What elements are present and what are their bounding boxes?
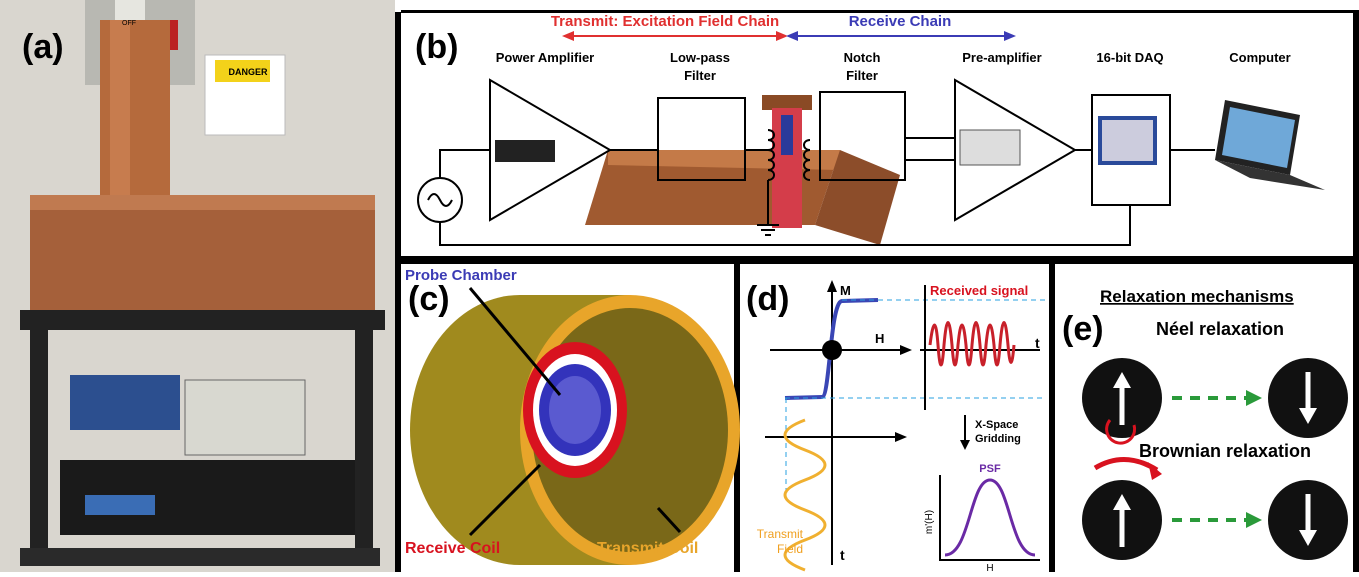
signal-label: Transmit bbox=[757, 527, 804, 541]
step-label: X-Space bbox=[975, 419, 1018, 431]
part-label: Transmit Coil bbox=[597, 540, 698, 557]
panel-title: Relaxation mechanisms bbox=[1100, 287, 1294, 306]
xspace-panel: (d) M H t Received signal Transmit Field… bbox=[746, 280, 1045, 572]
step-label: Gridding bbox=[975, 433, 1021, 445]
photo-panel: OFF DANGER (a) bbox=[0, 0, 395, 572]
axis-label: t bbox=[840, 547, 845, 563]
component-label: Notch bbox=[844, 50, 881, 65]
panel-label: (c) bbox=[408, 280, 450, 318]
signal-chain-panel: (b) Transmit: Excitation Field Chain Rec… bbox=[415, 13, 1325, 245]
relaxation-panel: (e) Relaxation mechanisms Néel relaxatio… bbox=[1062, 287, 1348, 560]
panel-label: (e) bbox=[1062, 310, 1104, 348]
axis-label: H bbox=[986, 563, 993, 572]
psf-label: PSF bbox=[979, 463, 1001, 475]
panel-label: (b) bbox=[415, 28, 458, 66]
component-label: Filter bbox=[846, 68, 878, 83]
mechanism-title: Néel relaxation bbox=[1156, 319, 1284, 339]
component-label: Filter bbox=[684, 68, 716, 83]
chain-title: Receive Chain bbox=[849, 13, 952, 30]
coil-panel: (c) Probe Chamber Receive Coil Transmit … bbox=[405, 267, 740, 565]
component-label: 16-bit DAQ bbox=[1096, 50, 1163, 65]
component-label: Computer bbox=[1229, 50, 1290, 65]
signal-label: Field bbox=[777, 542, 803, 556]
axis-label: M bbox=[840, 283, 851, 298]
component-label: Pre-amplifier bbox=[962, 50, 1041, 65]
component-label: Low-pass bbox=[670, 50, 730, 65]
component-label: Power Amplifier bbox=[496, 50, 594, 65]
panel-label: (a) bbox=[22, 28, 64, 66]
mechanism-title: Brownian relaxation bbox=[1139, 441, 1311, 461]
photo-text: OFF bbox=[122, 20, 136, 27]
figure: OFF DANGER (a) (b) Transmit: Excitation … bbox=[0, 0, 1359, 572]
axis-label: H bbox=[875, 331, 884, 346]
part-label: Probe Chamber bbox=[405, 267, 517, 284]
photo-text: DANGER bbox=[228, 67, 268, 77]
axis-label: t bbox=[1035, 335, 1040, 351]
axis-label: m'(H) bbox=[924, 510, 935, 534]
part-label: Receive Coil bbox=[405, 540, 500, 557]
signal-label: Received signal bbox=[930, 283, 1028, 298]
chain-title: Transmit: Excitation Field Chain bbox=[551, 13, 779, 30]
panel-label: (d) bbox=[746, 280, 789, 318]
